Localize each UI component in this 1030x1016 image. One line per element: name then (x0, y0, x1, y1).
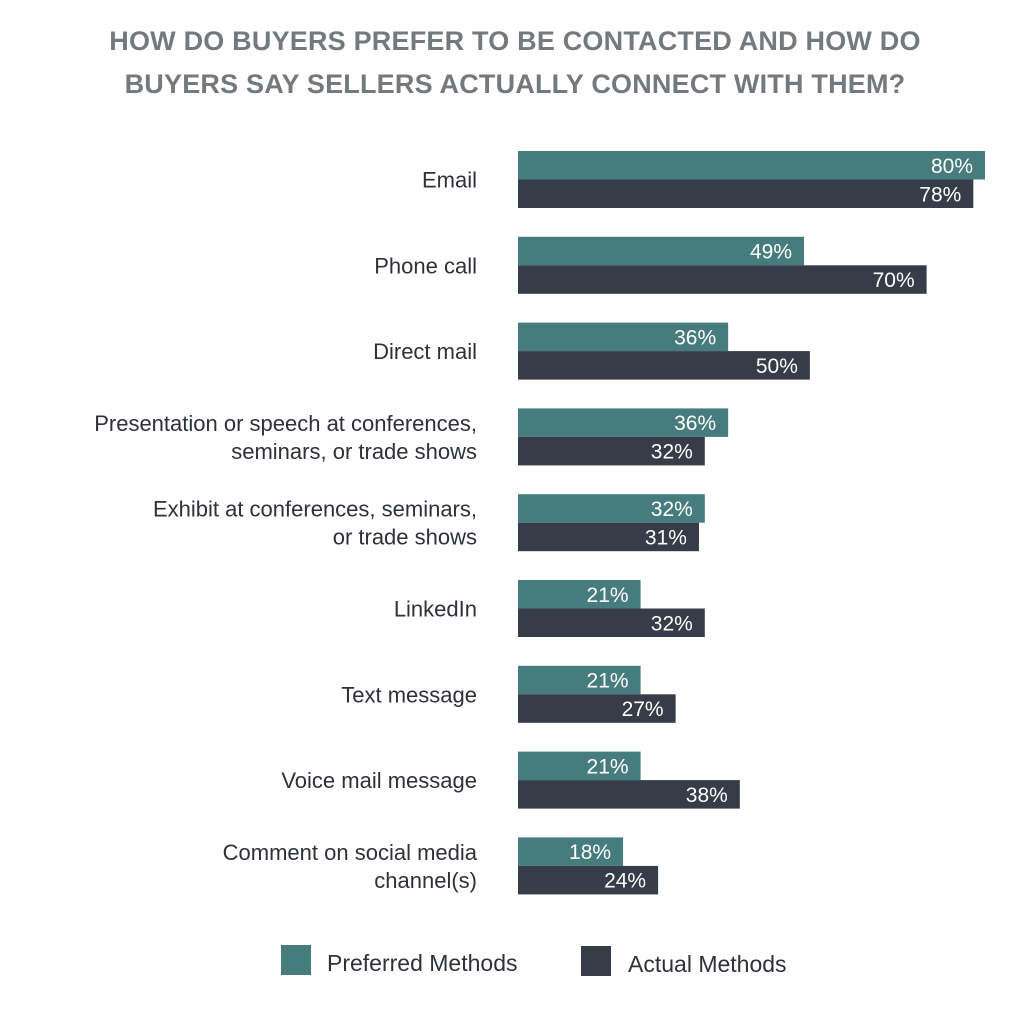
value-label-preferred-phone-call: 49% (750, 241, 792, 264)
value-label-actual-comment-on-social-media-channel-s: 24% (604, 870, 646, 893)
category-label-exhibit-at-conferences-seminars-or-trade-shows-line-1: Exhibit at conferences, seminars, (153, 497, 477, 522)
legend-swatch-preferred (281, 945, 311, 975)
bar-actual-phone-call (518, 265, 927, 294)
category-label-linkedin: LinkedIn (394, 597, 477, 622)
legend-label-actual: Actual Methods (628, 951, 787, 977)
bar-preferred-comment-on-social-media-channel-s (518, 837, 624, 866)
category-label-comment-on-social-media-channel-s-line-2: channel(s) (374, 868, 477, 893)
category-label-presentation-or-speech-at-conferences-seminars-or-trade-shows-line-2: seminars, or trade shows (231, 439, 477, 464)
legend-label-preferred: Preferred Methods (327, 950, 517, 976)
bar-actual-direct-mail (518, 351, 810, 380)
category-label-phone-call: Phone call (374, 253, 477, 278)
value-label-actual-email: 78% (919, 183, 961, 206)
category-label-presentation-or-speech-at-conferences-seminars-or-trade-shows-line-1: Presentation or speech at conferences, (94, 411, 477, 436)
category-label-comment-on-social-media-channel-s-line-1: Comment on social media (223, 840, 478, 865)
category-label-direct-mail: Direct mail (373, 339, 477, 364)
value-label-preferred-direct-mail: 36% (674, 326, 716, 349)
bar-preferred-phone-call (518, 236, 805, 266)
bar-actual-exhibit-at-conferences-seminars-or-trade-shows (518, 522, 699, 552)
value-label-preferred-exhibit-at-conferences-seminars-or-trade-shows: 32% (651, 498, 693, 521)
value-label-preferred-presentation-or-speech-at-conferences-seminars-or-trade-shows: 36% (674, 412, 716, 435)
value-label-actual-direct-mail: 50% (756, 355, 798, 378)
bar-preferred-voice-mail-message (518, 751, 641, 781)
category-label-text-message: Text message (341, 682, 477, 707)
bar-preferred-linkedin (518, 580, 641, 609)
plot-area: Email 80% 78% Phone call 49% 70% Direct mail 36… (94, 151, 985, 895)
value-label-actual-exhibit-at-conferences-seminars-or-trade-shows: 31% (645, 526, 687, 549)
bar-preferred-exhibit-at-conferences-seminars-or-trade-shows (518, 494, 705, 523)
bar-actual-text-message (518, 694, 676, 723)
value-label-actual-presentation-or-speech-at-conferences-seminars-or-trade-shows: 32% (651, 441, 693, 464)
value-label-actual-text-message: 27% (622, 698, 664, 721)
value-label-actual-voice-mail-message: 38% (686, 784, 728, 807)
bar-actual-linkedin (518, 608, 705, 637)
legend-swatch-actual (581, 946, 611, 976)
chart-title-line-1: HOW DO BUYERS PREFER TO BE CONTACTED AND… (109, 26, 921, 56)
bar-preferred-text-message (518, 665, 641, 695)
value-label-preferred-email: 80% (931, 155, 973, 178)
bar-preferred-direct-mail (518, 322, 729, 352)
bar-actual-presentation-or-speech-at-conferences-seminars-or-trade-shows (518, 436, 705, 466)
bar-actual-comment-on-social-media-channel-s (518, 865, 659, 895)
value-label-actual-phone-call: 70% (873, 269, 915, 292)
bar-actual-email (518, 179, 974, 208)
category-label-email: Email (422, 168, 477, 193)
bar-preferred-presentation-or-speech-at-conferences-seminars-or-trade-shows (518, 408, 729, 437)
value-label-preferred-linkedin: 21% (587, 584, 629, 607)
value-label-preferred-text-message: 21% (587, 670, 629, 693)
bar-preferred-email (518, 151, 985, 180)
bar-actual-voice-mail-message (518, 780, 740, 809)
value-label-actual-linkedin: 32% (651, 612, 693, 635)
chart-title-line-2: BUYERS SAY SELLERS ACTUALLY CONNECT WITH… (124, 69, 906, 99)
chart-title: HOW DO BUYERS PREFER TO BE CONTACTED AND… (0, 20, 1030, 106)
value-label-preferred-voice-mail-message: 21% (587, 755, 629, 778)
legend: Preferred Methods Actual Methods (281, 945, 787, 977)
category-label-exhibit-at-conferences-seminars-or-trade-shows-line-2: or trade shows (333, 525, 477, 550)
value-label-preferred-comment-on-social-media-channel-s: 18% (569, 841, 611, 864)
category-label-voice-mail-message: Voice mail message (281, 768, 477, 793)
